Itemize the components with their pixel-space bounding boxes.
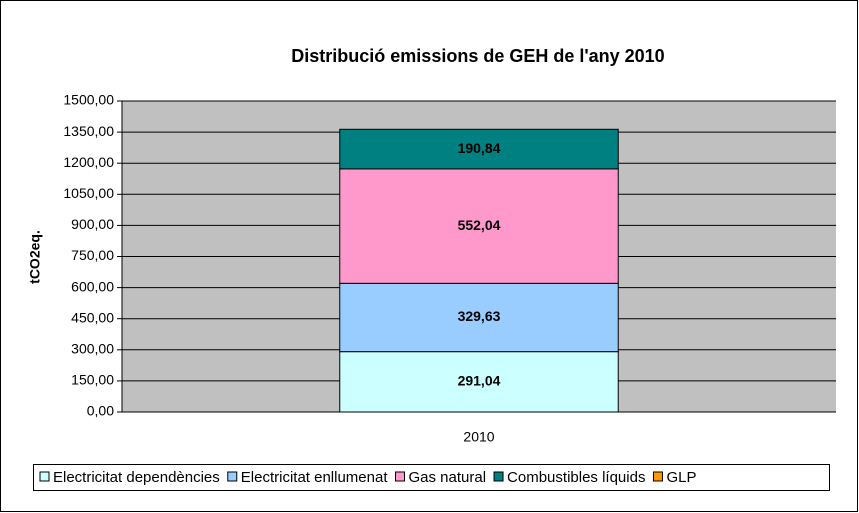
x-tick-label: 2010 <box>463 429 494 445</box>
legend-swatch <box>652 471 663 482</box>
y-tick-label: 1350,00 <box>63 123 114 139</box>
bar-segment <box>339 168 619 284</box>
y-tick-label: 750,00 <box>71 247 114 263</box>
chart-title: Distribució emissions de GEH de l'any 20… <box>291 46 664 66</box>
y-tick-label: 150,00 <box>71 372 114 388</box>
bar-segment <box>339 282 619 353</box>
data-label: 291,04 <box>458 373 501 389</box>
legend-label: Gas natural <box>409 469 487 486</box>
y-axis-label: tCO2eq. <box>27 230 43 284</box>
y-tick-label: 450,00 <box>71 309 114 325</box>
data-label: 329,63 <box>458 308 501 324</box>
y-tick-label: 1200,00 <box>63 154 114 170</box>
data-label: 190,84 <box>458 140 501 156</box>
legend-swatch <box>493 471 504 482</box>
legend-label: Electricitat enllumenat <box>241 469 389 486</box>
bar-segment <box>339 128 619 170</box>
legend-swatch <box>227 471 238 482</box>
y-tick-label: 900,00 <box>71 216 114 232</box>
legend-label: GLP <box>666 469 696 486</box>
y-tick-label: 300,00 <box>71 341 114 357</box>
legend-label: Electricitat dependències <box>53 469 220 486</box>
y-tick-label: 1050,00 <box>63 185 114 201</box>
y-tick-label: 600,00 <box>71 278 114 294</box>
data-label: 552,04 <box>458 217 501 233</box>
legend-label: Combustibles líquids <box>507 469 645 486</box>
legend-swatch <box>395 471 405 482</box>
bar-segment <box>339 351 619 413</box>
y-tick-label: 0,00 <box>87 403 114 419</box>
legend-box <box>33 464 830 491</box>
y-tick-label: 1500,00 <box>63 92 114 108</box>
legend-swatch <box>39 471 50 482</box>
